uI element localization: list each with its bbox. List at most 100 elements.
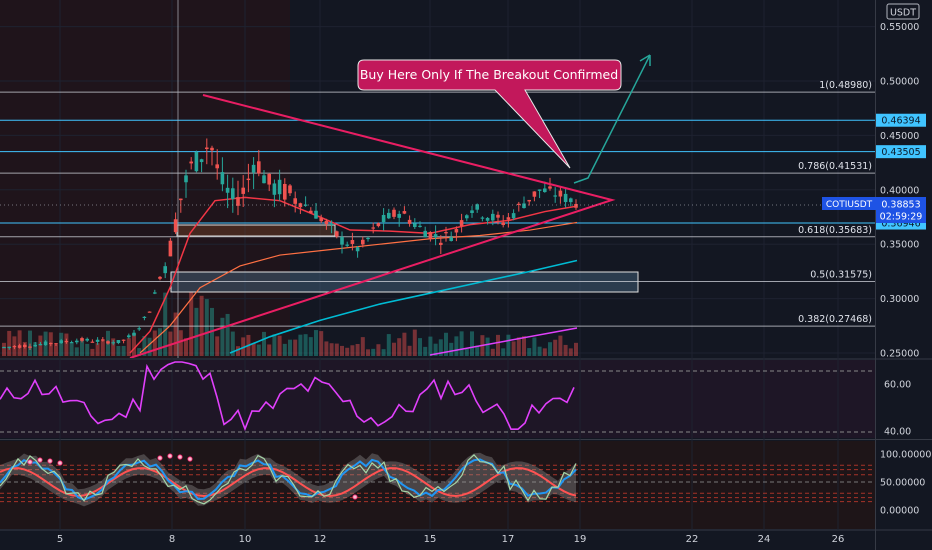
trend-line-lower[interactable] bbox=[429, 327, 578, 356]
candle-body bbox=[392, 209, 396, 217]
candle-body bbox=[511, 213, 516, 219]
candle-body bbox=[153, 292, 157, 294]
volume-bar bbox=[28, 330, 32, 356]
volume-bar bbox=[428, 336, 433, 356]
volume-bar bbox=[90, 348, 95, 356]
current-price-value: 0.38853 bbox=[881, 200, 920, 211]
candle-body bbox=[423, 230, 427, 238]
triangle-pattern[interactable] bbox=[129, 94, 616, 358]
volume-bar bbox=[80, 339, 84, 356]
volume-bar bbox=[563, 344, 568, 356]
bar-countdown: 02:59:29 bbox=[880, 212, 923, 223]
candle-body bbox=[574, 203, 578, 208]
stoch-marker bbox=[352, 494, 358, 500]
candle-body bbox=[90, 341, 95, 343]
volume-bar bbox=[293, 339, 298, 356]
candlesticks[interactable] bbox=[2, 138, 578, 351]
date-label: 5 bbox=[57, 534, 63, 545]
volume-bar bbox=[314, 330, 318, 356]
candle-body bbox=[563, 193, 568, 203]
stoch-tick-label: 50.00000 bbox=[880, 478, 925, 489]
candle-body bbox=[459, 220, 464, 227]
volume-bar bbox=[95, 343, 100, 356]
volume-bar bbox=[184, 338, 188, 356]
fib-levels[interactable]: 1(0.48980) 0.786(0.41531) 0.618(0.35683) 0.… bbox=[0, 80, 875, 327]
candle-body bbox=[43, 341, 48, 346]
volume-bar bbox=[334, 343, 339, 356]
annotation-bubble[interactable] bbox=[357, 59, 622, 169]
highlight-zones[interactable] bbox=[170, 224, 639, 293]
volume-bar bbox=[178, 330, 183, 356]
candle-body bbox=[522, 203, 526, 209]
candle-body bbox=[262, 175, 266, 184]
candle-body bbox=[163, 266, 167, 274]
time-axis[interactable]: 5 8 10 12 15 17 19 22 24 26 bbox=[57, 534, 845, 545]
candle-body bbox=[12, 345, 17, 348]
candle-body bbox=[475, 204, 479, 210]
currency-badge[interactable] bbox=[886, 3, 920, 20]
candle-body bbox=[257, 161, 261, 174]
current-price-tag[interactable]: COTIUSDT 0.38853 02:59:29 bbox=[822, 197, 926, 223]
candle-body bbox=[413, 223, 417, 227]
candle-body bbox=[111, 342, 115, 344]
stoch-signal-line[interactable] bbox=[0, 454, 577, 505]
volume-bar bbox=[85, 343, 90, 356]
volume-bar bbox=[282, 343, 287, 356]
volume-bar bbox=[381, 349, 386, 356]
rsi-axis[interactable]: 60.00 40.00 bbox=[884, 380, 911, 438]
volume-bar bbox=[272, 334, 277, 356]
candle-body bbox=[402, 211, 407, 214]
volume-bar bbox=[527, 348, 532, 356]
price-axis[interactable]: USDT 0.55000 0.50000 0.45000 0.40000 0.35000… bbox=[880, 3, 920, 360]
candle-body bbox=[470, 210, 474, 213]
candle-body bbox=[527, 199, 531, 202]
candle-body bbox=[38, 344, 43, 346]
candle-body bbox=[532, 191, 537, 197]
volume-bar bbox=[376, 344, 381, 356]
volume-bar bbox=[459, 331, 464, 356]
volume-bar bbox=[386, 334, 391, 356]
price-tick-label: 0.35000 bbox=[880, 240, 919, 251]
projection-arrow-line[interactable] bbox=[573, 54, 651, 184]
rsi-line[interactable] bbox=[0, 361, 575, 432]
ma-slow-line bbox=[229, 259, 578, 354]
price-badge bbox=[876, 197, 926, 223]
candle-body bbox=[194, 151, 199, 172]
volume-bar bbox=[100, 340, 105, 356]
annotation-callout[interactable]: Buy Here Only If The Breakout Confirmed bbox=[357, 59, 622, 169]
volume-bar bbox=[340, 345, 344, 356]
candle-body bbox=[127, 335, 131, 338]
candle-body bbox=[179, 198, 183, 201]
candle-body bbox=[7, 346, 11, 348]
stoch-bands bbox=[0, 464, 875, 503]
ma-mid-line bbox=[139, 221, 578, 354]
horizontal-levels[interactable] bbox=[0, 119, 875, 224]
stoch-marker bbox=[27, 459, 33, 465]
triangle-lines[interactable] bbox=[129, 94, 616, 358]
volume-bar bbox=[542, 348, 547, 356]
volume-bar bbox=[308, 337, 313, 356]
volume-bar bbox=[355, 343, 360, 356]
stoch-d-line[interactable] bbox=[0, 467, 577, 498]
stoch-axis[interactable]: 100.00000 50.00000 0.00000 bbox=[880, 450, 931, 517]
fib-label: 0.618(0.35683) bbox=[798, 225, 872, 236]
volume-bar bbox=[454, 336, 459, 356]
candle-body bbox=[137, 328, 141, 330]
breakout-projection[interactable] bbox=[573, 54, 651, 184]
volume-bar bbox=[267, 344, 272, 356]
candle-body bbox=[506, 217, 511, 220]
rsi-tick-label: 40.00 bbox=[884, 427, 911, 438]
candle-body bbox=[309, 210, 313, 214]
arrowhead-icon bbox=[639, 54, 651, 66]
date-label: 8 bbox=[169, 534, 175, 545]
zone-resistance-box[interactable] bbox=[176, 224, 336, 237]
volume-bar bbox=[366, 349, 370, 356]
volume-bar bbox=[319, 331, 324, 356]
candle-body bbox=[345, 244, 349, 246]
candle-body bbox=[350, 240, 355, 244]
zone-support-box[interactable] bbox=[170, 271, 639, 293]
candle-body bbox=[147, 311, 152, 313]
moving-averages bbox=[129, 196, 578, 354]
stoch-pane bbox=[0, 441, 875, 529]
